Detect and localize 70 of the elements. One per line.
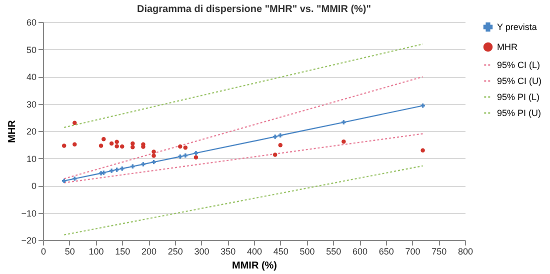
x-tick-label: 0 — [40, 246, 46, 256]
point — [109, 168, 114, 173]
point — [114, 144, 119, 148]
y-tick-label: 30 — [26, 99, 36, 110]
point — [152, 154, 156, 158]
point — [72, 120, 77, 125]
x-tick-label: 100 — [88, 246, 104, 256]
x-tick-label: 750 — [432, 246, 447, 256]
point — [130, 141, 135, 146]
point — [342, 140, 346, 144]
point — [130, 164, 135, 169]
x-tick-label: 250 — [168, 246, 183, 256]
point — [152, 150, 156, 154]
x-tick-label: 150 — [115, 246, 130, 256]
legend-label: 95% CI (U) — [497, 76, 542, 86]
y-tick-label: 50 — [26, 44, 36, 55]
point — [194, 155, 198, 160]
x-tick-label: 650 — [378, 246, 394, 256]
point — [272, 152, 278, 157]
point — [278, 143, 282, 148]
point — [194, 150, 198, 156]
x-tick-label: 550 — [326, 246, 342, 256]
x-tick-label: 200 — [141, 246, 157, 256]
legend-label: 95% CI (L) — [497, 60, 540, 70]
x-tick-label: 500 — [300, 246, 315, 256]
point — [178, 144, 182, 149]
legend-label: MHR — [497, 42, 518, 52]
point — [120, 144, 124, 149]
legend-label: 95% PI (L) — [497, 92, 540, 102]
chart-title: Diagramma di dispersione "MHR" vs. "MMIR (%)" — [136, 4, 372, 15]
y-tick-label: 40 — [26, 72, 36, 82]
point — [152, 160, 156, 164]
y-tick-label: 20 — [26, 126, 36, 136]
point — [98, 144, 104, 148]
y-tick-label: 10 — [26, 154, 36, 164]
legend-label: Y prevista — [497, 22, 537, 32]
x-tick-label: 300 — [194, 246, 210, 256]
point — [62, 178, 66, 183]
x-tick-label: 700 — [405, 246, 420, 256]
point — [130, 144, 135, 150]
x-tick-label: 800 — [458, 246, 474, 256]
point — [183, 153, 188, 158]
x-axis-title: MMIR (%) — [232, 260, 277, 272]
point — [114, 168, 119, 172]
legend-label: 95% PI (U) — [497, 108, 542, 118]
y-tick-label: −20 — [21, 236, 36, 246]
y-axis-title: MHR — [7, 119, 18, 143]
x-tick-label: 50 — [64, 246, 75, 256]
point — [62, 144, 66, 148]
point — [183, 146, 188, 150]
point — [141, 162, 146, 166]
point — [109, 141, 114, 146]
point — [342, 120, 346, 124]
x-tick-label: 600 — [352, 246, 368, 256]
point — [72, 142, 77, 146]
y-tick-label: −10 — [21, 208, 36, 218]
point — [178, 154, 182, 159]
point — [72, 176, 77, 181]
point — [102, 170, 106, 175]
point — [278, 133, 282, 138]
point — [102, 137, 106, 142]
y-tick-label: 0 — [31, 181, 36, 191]
x-tick-label: 450 — [273, 246, 288, 256]
y-tick-label: 60 — [26, 18, 36, 28]
point — [114, 140, 119, 144]
x-tick-label: 400 — [246, 246, 262, 256]
point — [272, 134, 278, 139]
point — [420, 104, 425, 108]
point — [420, 148, 425, 152]
x-tick-label: 350 — [220, 246, 236, 256]
